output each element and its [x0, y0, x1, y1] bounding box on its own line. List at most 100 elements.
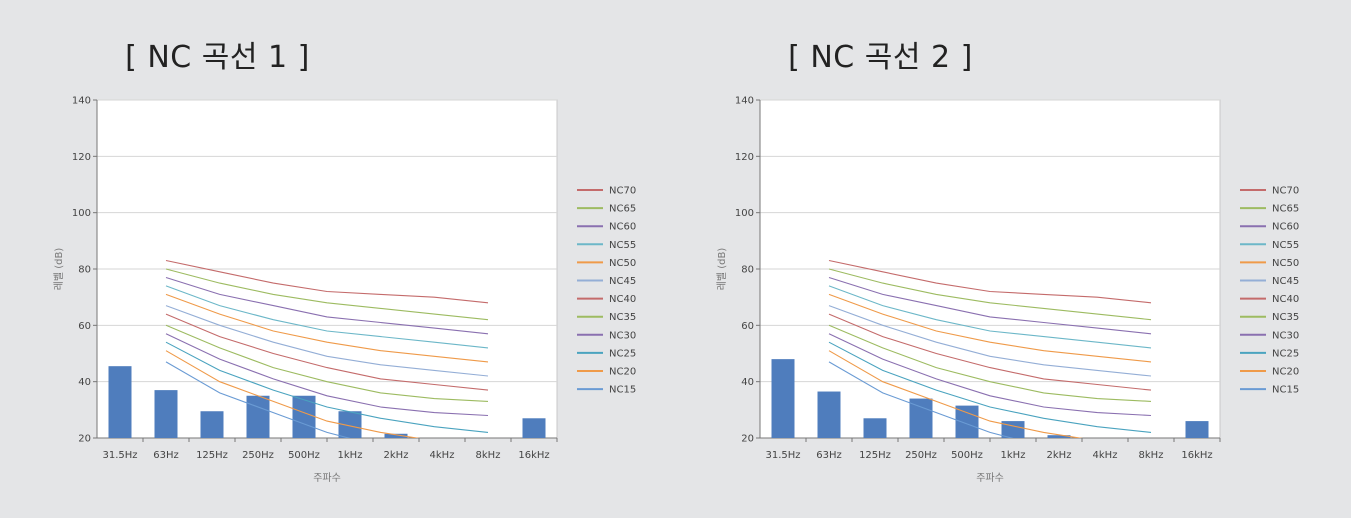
y-tick-label: 20: [78, 434, 91, 445]
nc-curve-nc40: [165, 313, 489, 391]
legend-label: NC50: [1272, 258, 1299, 269]
legend-label: NC65: [609, 204, 636, 215]
legend-label: NC15: [609, 385, 636, 396]
bar: [1185, 421, 1209, 438]
nc-curve-nc70: [828, 259, 1152, 304]
legend-label: NC20: [1272, 367, 1299, 378]
x-tick-label: 31.5Hz: [102, 450, 137, 461]
x-tick-label: 16kHz: [1181, 450, 1212, 461]
legend: NC70 NC65 NC60 NC55 NC50 NC45 NC40 NC35 NC30 NC25…: [1240, 186, 1299, 396]
x-tick-label: 31.5Hz: [765, 450, 800, 461]
legend-label: NC55: [609, 240, 636, 251]
nc-curve-nc35: [165, 324, 489, 402]
x-tick-label: 1kHz: [1001, 450, 1026, 461]
nc-curve-nc60: [828, 276, 1152, 335]
y-tick-label: 100: [72, 208, 91, 219]
nc-curve-nc50: [828, 293, 1152, 363]
y-tick-label: 40: [741, 377, 754, 388]
nc-curve-nc30: [828, 333, 1152, 417]
gridlines: [93, 99, 557, 439]
bar: [817, 391, 841, 438]
bar: [1001, 421, 1025, 438]
bar: [909, 398, 933, 438]
bar: [522, 418, 546, 438]
y-tick-label: 120: [72, 152, 91, 163]
legend-label: NC35: [1272, 312, 1299, 323]
nc-curve-nc15: [165, 361, 351, 438]
chart-title: [ NC 곡선 1 ]: [125, 40, 310, 75]
y-tick-label: 100: [735, 208, 754, 219]
bar: [246, 395, 270, 438]
bar: [108, 366, 132, 438]
x-tick-label: 63Hz: [816, 450, 842, 461]
nc-chart-1: 20 40 60 80 100 120 140 31.5Hz 63Hz 125Hz 250Hz 500…: [53, 96, 636, 485]
x-tick-label: 500Hz: [951, 450, 983, 461]
x-tick-label: 2kHz: [384, 450, 409, 461]
legend-label: NC60: [1272, 222, 1299, 233]
chart-panel-2: [ NC 곡선 2 ] 20 40 60 80 100 120 140 31.5Hz 63Hz 1…: [668, 0, 1333, 514]
nc-chart-2: 20 40 60 80 100 120 140 31.5Hz 63Hz 125Hz 250Hz 500…: [716, 96, 1299, 485]
legend-label: NC30: [609, 330, 636, 341]
legend-label: NC45: [609, 276, 636, 287]
nc-curve-nc15: [828, 361, 1014, 438]
y-axis-title: 레벨 (dB): [53, 248, 65, 291]
chart-title: [ NC 곡선 2 ]: [788, 40, 973, 75]
x-tick-label: 250Hz: [905, 450, 937, 461]
y-tick-label: 40: [78, 377, 91, 388]
x-tick-label: 8kHz: [476, 450, 501, 461]
bar: [154, 390, 178, 438]
legend-label: NC15: [1272, 385, 1299, 396]
legend-label: NC70: [1272, 186, 1299, 197]
bar: [771, 359, 795, 438]
nc-curves: [828, 259, 1152, 438]
x-tick-label: 500Hz: [288, 450, 320, 461]
legend-label: NC20: [609, 367, 636, 378]
legend-label: NC65: [1272, 204, 1299, 215]
legend-label: NC40: [1272, 294, 1299, 305]
nc-curve-nc65: [828, 268, 1152, 321]
y-axis-title: 레벨 (dB): [716, 248, 728, 291]
x-tick-label: 125Hz: [196, 450, 228, 461]
y-tick-label: 60: [78, 321, 91, 332]
bar: [384, 433, 408, 438]
x-axis-title: 주파수: [313, 472, 341, 484]
legend-label: NC60: [609, 222, 636, 233]
nc-curve-nc65: [165, 268, 489, 321]
nc-curve-nc45: [165, 305, 489, 377]
bar: [863, 418, 887, 438]
y-tick-label: 80: [78, 265, 91, 276]
x-tick-label: 1kHz: [338, 450, 363, 461]
legend-label: NC30: [1272, 330, 1299, 341]
legend-label: NC35: [609, 312, 636, 323]
legend-label: NC55: [1272, 240, 1299, 251]
nc-curve-nc70: [165, 259, 489, 304]
x-tick-label: 8kHz: [1139, 450, 1164, 461]
x-tick-label: 125Hz: [859, 450, 891, 461]
bar: [955, 405, 979, 438]
legend-label: NC25: [1272, 348, 1299, 359]
nc-curve-nc40: [828, 313, 1152, 391]
legend-label: NC70: [609, 186, 636, 197]
nc-curve-nc20: [828, 350, 1083, 438]
bar: [338, 411, 362, 438]
gridlines: [756, 99, 1220, 439]
x-tick-label: 4kHz: [1093, 450, 1118, 461]
nc-curve-nc45: [828, 305, 1152, 377]
x-tick-label: 250Hz: [242, 450, 274, 461]
nc-curve-nc20: [165, 350, 420, 438]
legend: NC70 NC65 NC60 NC55 NC50 NC45 NC40 NC35 NC30 NC25…: [577, 186, 636, 396]
y-tick-label: 140: [72, 96, 91, 107]
bar: [200, 411, 224, 438]
chart-panel-1: [ NC 곡선 1 ] 20 40 60 80 100 120 140 31.5Hz 63Hz 1…: [5, 0, 670, 514]
y-tick-label: 120: [735, 152, 754, 163]
x-tick-label: 63Hz: [153, 450, 179, 461]
nc-curve-nc60: [165, 276, 489, 335]
y-tick-label: 140: [735, 96, 754, 107]
nc-curve-nc55: [828, 285, 1152, 349]
y-tick-label: 60: [741, 321, 754, 332]
legend-label: NC45: [1272, 276, 1299, 287]
nc-curves: [165, 259, 489, 438]
nc-curve-nc30: [165, 333, 489, 417]
bar: [292, 395, 316, 438]
x-axis-title: 주파수: [976, 472, 1004, 484]
